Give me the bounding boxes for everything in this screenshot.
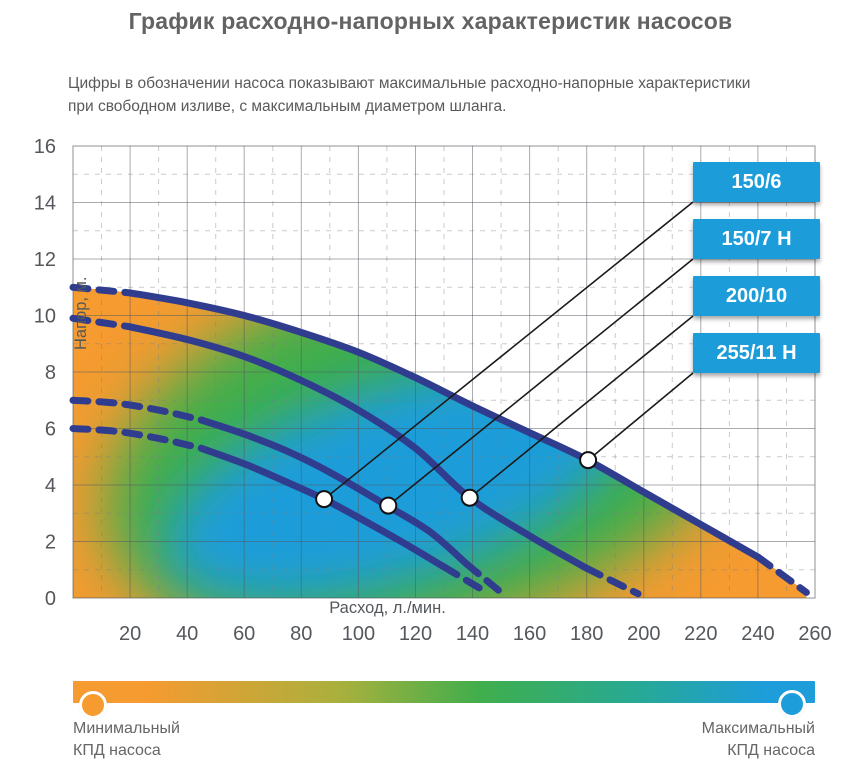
efficiency-gradient-bar	[73, 681, 815, 703]
y-tick-4: 4	[45, 475, 56, 497]
pump-label-150-6: 150/6	[693, 162, 820, 202]
operating-point-200-10	[460, 488, 479, 507]
x-tick-20: 20	[119, 623, 141, 645]
x-tick-140: 140	[456, 623, 489, 645]
axis-tick-labels: 0 2 4 6 8 10 12 14 16 20 40 60 80 100 120 140 160 180 200 2…	[34, 136, 832, 645]
x-tick-40: 40	[176, 623, 198, 645]
pump-curve-150-7-Н	[69, 396, 505, 596]
y-tick-2: 2	[45, 532, 56, 554]
min-efficiency-dot	[79, 691, 107, 719]
min-efficiency-label: Минимальный КПД насоса	[73, 720, 180, 760]
x-tick-100: 100	[342, 623, 375, 645]
x-tick-80: 80	[290, 623, 312, 645]
max-efficiency-label: Максимальный КПД насоса	[701, 720, 815, 760]
operating-point-150-7-Н	[379, 496, 398, 515]
x-tick-260: 260	[798, 623, 831, 645]
x-tick-180: 180	[570, 623, 603, 645]
x-tick-200: 200	[627, 623, 660, 645]
pump-label-150-7n: 150/7 Н	[693, 219, 820, 259]
y-tick-8: 8	[45, 362, 56, 384]
pump-curves	[69, 283, 810, 598]
y-tick-14: 14	[34, 193, 56, 215]
y-tick-12: 12	[34, 249, 56, 271]
x-tick-120: 120	[399, 623, 432, 645]
operating-point-255-11-Н	[579, 451, 598, 470]
figure-title: График расходно-напорных характеристик н…	[128, 8, 733, 34]
max-efficiency-dot	[778, 690, 806, 718]
y-tick-16: 16	[34, 136, 56, 158]
pump-curve-255-11-Н	[69, 283, 810, 596]
figure-subtitle: Цифры в обозначении насоса показывают ма…	[68, 75, 751, 116]
pump-curve-200-10	[69, 314, 642, 598]
x-tick-220: 220	[684, 623, 717, 645]
y-tick-0: 0	[45, 588, 56, 610]
x-axis-title: Расход, л./мин.	[329, 599, 446, 617]
pump-label-200-10: 200/10	[693, 276, 820, 316]
x-tick-240: 240	[741, 623, 774, 645]
x-tick-160: 160	[513, 623, 546, 645]
y-tick-6: 6	[45, 419, 56, 441]
operating-point-markers	[315, 451, 598, 515]
y-tick-10: 10	[34, 306, 56, 328]
operating-point-150-6	[315, 490, 334, 509]
x-tick-60: 60	[233, 623, 255, 645]
pump-label-255-11n: 255/11 Н	[693, 333, 820, 373]
callout-leader-lines	[323, 201, 694, 507]
y-axis-title: Напор, м.	[72, 276, 90, 350]
